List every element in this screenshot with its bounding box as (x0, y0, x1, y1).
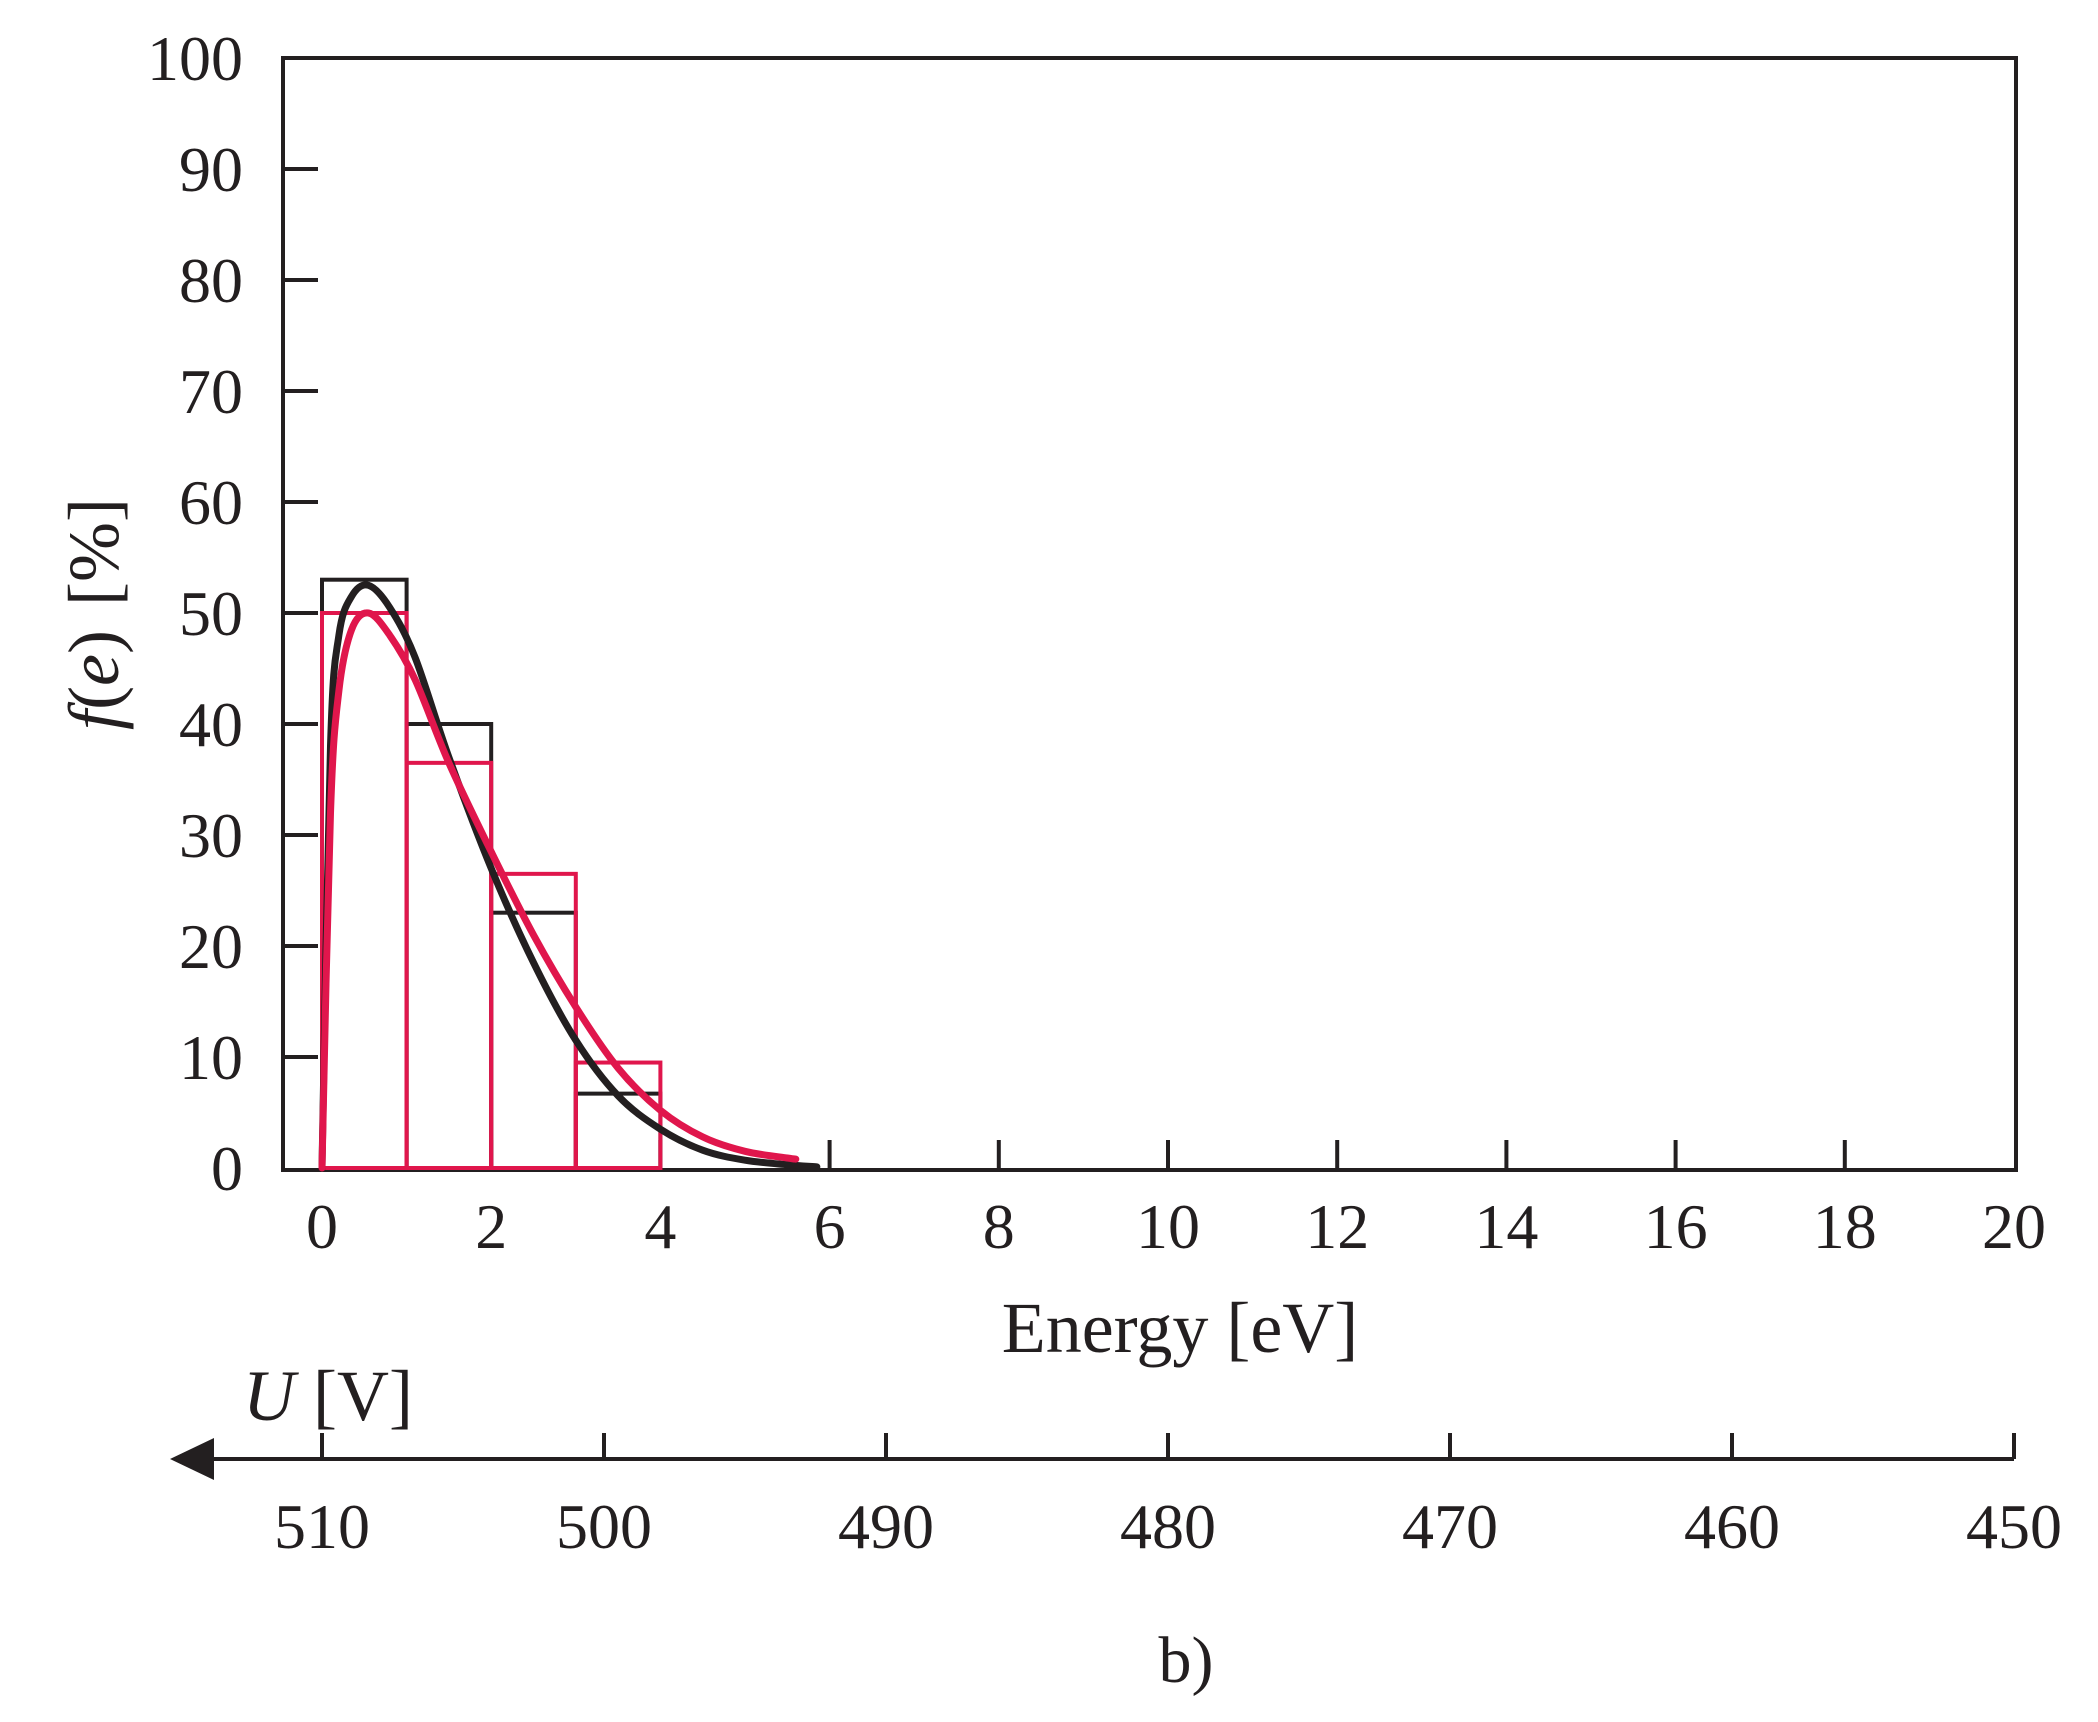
fit-curve-red (318, 609, 800, 1172)
y-axis-title: f(e)[%] (54, 498, 134, 730)
x-tick-label: 2 (475, 1191, 507, 1262)
figure-caption: b) (1159, 1624, 1214, 1697)
histogram-bar-black (573, 1091, 663, 1171)
y-axis-title-var: e (54, 654, 134, 686)
u-axis-title: U [V] (243, 1356, 413, 1436)
u-tick-label: 510 (274, 1491, 370, 1562)
y-axis-ticks: 0 10 20 30 40 50 60 70 80 90 100 (147, 23, 318, 1204)
x-tick-label: 14 (1474, 1191, 1538, 1262)
fit-curves (318, 581, 821, 1172)
x-tick-label: 18 (1813, 1191, 1877, 1262)
y-axis-title-open: ( (54, 686, 134, 710)
fit-curve-black (318, 581, 821, 1172)
x-tick-label: 0 (306, 1191, 338, 1262)
y-tick-label: 70 (179, 356, 243, 427)
histogram-bar-red (489, 871, 578, 1170)
plot-frame (281, 56, 2018, 1172)
u-tick-label: 480 (1120, 1491, 1216, 1562)
y-tick-label: 20 (179, 911, 243, 982)
y-tick-label: 10 (179, 1022, 243, 1093)
y-tick-label: 0 (211, 1133, 243, 1204)
u-axis-arrowhead (170, 1438, 214, 1480)
x-tick-label: 6 (814, 1191, 846, 1262)
u-tick-label: 500 (556, 1491, 652, 1562)
histogram-bar-black (489, 910, 578, 1171)
x-tick-label: 10 (1136, 1191, 1200, 1262)
u-axis-title-var: U (243, 1356, 299, 1436)
histogram-bar-black (404, 722, 494, 1170)
x-axis-ticks: 0 2 4 6 8 10 12 14 16 18 20 (306, 1140, 2046, 1262)
x-axis-title: Energy [eV] (1002, 1288, 1359, 1368)
u-tick-label: 470 (1402, 1491, 1498, 1562)
u-tick-label: 450 (1966, 1491, 2062, 1562)
x-tick-label: 4 (644, 1191, 676, 1262)
x-tick-label: 20 (1982, 1191, 2046, 1262)
x-tick-label: 8 (983, 1191, 1015, 1262)
y-tick-label: 90 (179, 134, 243, 205)
histogram-bar-red (573, 1060, 663, 1171)
u-tick-label: 460 (1684, 1491, 1780, 1562)
y-tick-label: 60 (179, 467, 243, 538)
u-axis-title-unit: [V] (313, 1356, 413, 1436)
x-tick-label: 16 (1644, 1191, 1708, 1262)
y-tick-label: 50 (179, 578, 243, 649)
x-tick-label: 12 (1305, 1191, 1369, 1262)
u-axis-ticks: 510 500 490 480 470 460 450 (274, 1433, 2062, 1562)
y-tick-label: 30 (179, 800, 243, 871)
y-tick-label: 80 (179, 245, 243, 316)
y-axis-title-close: ) (54, 630, 134, 654)
y-tick-label: 100 (147, 23, 243, 94)
y-axis-title-unit: [%] (54, 498, 134, 606)
u-tick-label: 490 (838, 1491, 934, 1562)
y-tick-label: 40 (179, 689, 243, 760)
